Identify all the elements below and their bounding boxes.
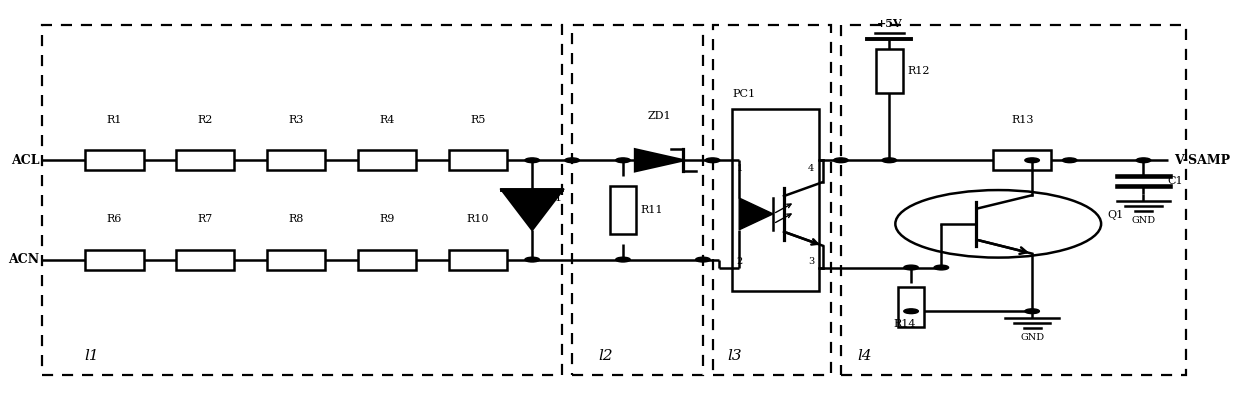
Text: 1: 1 [737,164,743,173]
Text: R11: R11 [640,205,662,215]
Circle shape [525,257,539,262]
Text: l2: l2 [599,349,614,363]
Polygon shape [635,149,683,171]
Bar [358,250,415,270]
Text: GND: GND [1131,216,1156,225]
Text: 4: 4 [808,164,815,173]
Bar [42,25,563,375]
Text: R1: R1 [107,114,123,124]
Text: R9: R9 [379,214,394,224]
Text: l1: l1 [84,349,99,363]
Polygon shape [739,198,773,230]
Text: 2: 2 [737,256,743,266]
Text: ACL: ACL [11,154,40,167]
Circle shape [1024,158,1039,163]
Text: R8: R8 [289,214,304,224]
Bar [713,25,831,375]
Text: 3: 3 [808,256,815,266]
Bar [449,250,507,270]
Bar [86,150,144,170]
Circle shape [525,158,539,163]
Text: V-SAMP: V-SAMP [1174,154,1230,167]
Bar [86,250,144,270]
Text: R13: R13 [1011,114,1034,124]
Circle shape [706,158,719,163]
Text: C1: C1 [1168,176,1183,186]
Bar [993,150,1052,170]
Circle shape [882,158,897,163]
Text: R10: R10 [466,214,489,224]
Bar [267,150,325,170]
Text: GND: GND [1021,333,1044,342]
Text: R5: R5 [470,114,485,124]
Text: R6: R6 [107,214,123,224]
Bar [358,150,415,170]
Circle shape [1063,158,1076,163]
Circle shape [1136,158,1151,163]
Bar [610,186,636,234]
Text: D1: D1 [547,193,563,203]
Text: R7: R7 [197,214,213,224]
Circle shape [616,257,630,262]
Text: PC1: PC1 [732,89,755,99]
Bar [267,250,325,270]
Circle shape [904,309,919,314]
Text: l3: l3 [727,349,742,363]
Circle shape [833,158,848,163]
Text: R12: R12 [908,66,930,76]
Text: +5V: +5V [877,18,901,29]
Bar [732,109,820,291]
Circle shape [565,158,579,163]
Bar [449,150,507,170]
Bar [572,25,703,375]
Text: Q1: Q1 [1107,210,1123,220]
Bar [176,250,234,270]
Bar [841,25,1185,375]
Circle shape [934,265,949,270]
Bar [875,49,903,93]
Text: ACN: ACN [9,253,40,266]
Bar [898,287,924,327]
Text: R2: R2 [197,114,213,124]
Text: l4: l4 [858,349,873,363]
Text: R3: R3 [289,114,304,124]
Bar [176,150,234,170]
Circle shape [696,257,711,262]
Circle shape [616,158,630,163]
Text: ZD1: ZD1 [647,110,671,120]
Circle shape [904,265,919,270]
Text: R14: R14 [894,319,916,329]
Text: R4: R4 [379,114,394,124]
Circle shape [1024,309,1039,314]
Polygon shape [502,190,563,230]
